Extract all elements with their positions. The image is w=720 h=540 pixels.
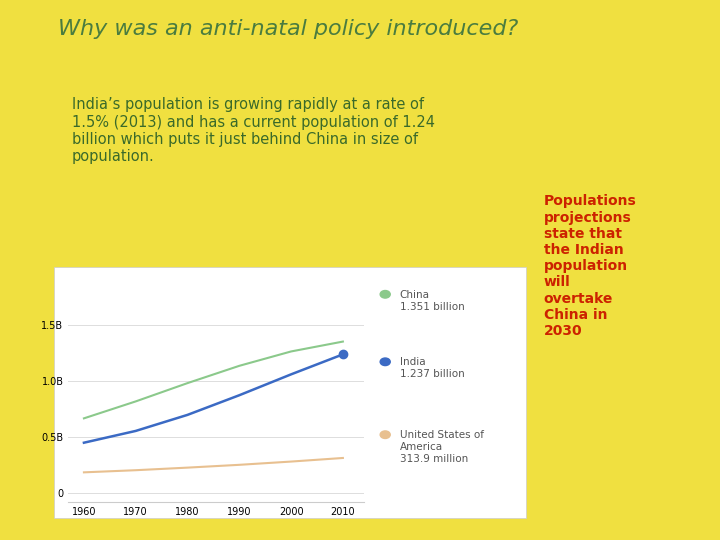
Text: Why was an anti-natal policy introduced?: Why was an anti-natal policy introduced?	[58, 19, 518, 39]
Text: Populations
projections
state that
the Indian
population
will
overtake
China in
: Populations projections state that the I…	[544, 194, 636, 338]
Text: China
1.351 billion: China 1.351 billion	[400, 290, 464, 312]
Text: United States of
America
313.9 million: United States of America 313.9 million	[400, 430, 484, 463]
Text: India
1.237 billion: India 1.237 billion	[400, 357, 464, 379]
Text: India’s population is growing rapidly at a rate of
1.5% (2013) and has a current: India’s population is growing rapidly at…	[72, 97, 435, 164]
